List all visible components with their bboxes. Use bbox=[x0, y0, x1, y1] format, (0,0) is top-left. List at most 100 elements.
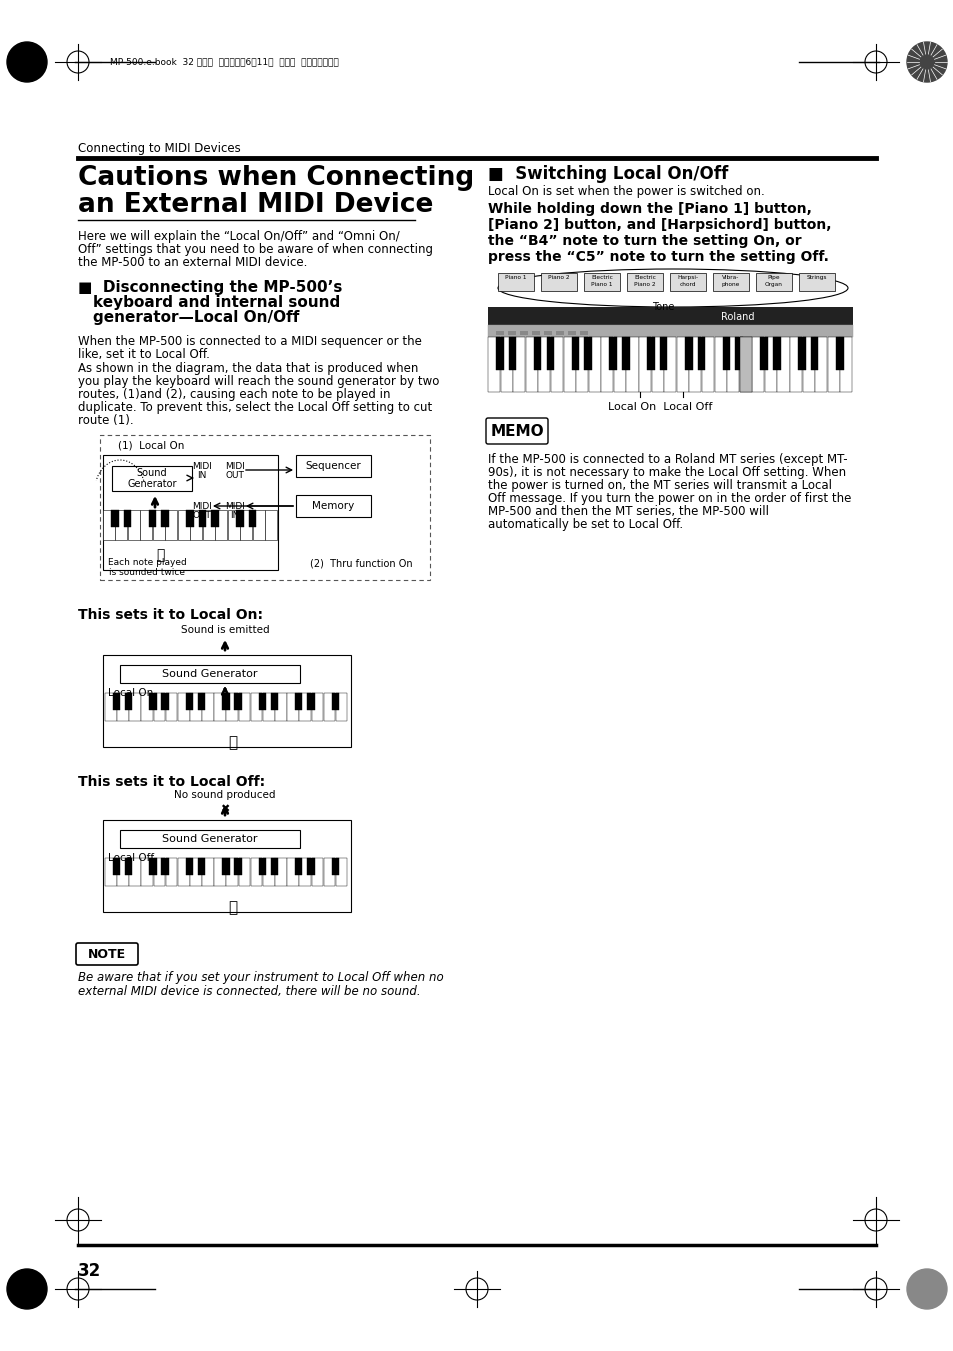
Circle shape bbox=[906, 42, 946, 82]
Text: If the MP-500 is connected to a Roland MT series (except MT-: If the MP-500 is connected to a Roland M… bbox=[488, 453, 846, 466]
Bar bbox=[500, 336, 512, 392]
Bar bbox=[263, 858, 274, 886]
Bar bbox=[550, 336, 562, 392]
Text: automatically be set to Local Off.: automatically be set to Local Off. bbox=[488, 517, 682, 531]
Text: No sound produced: No sound produced bbox=[174, 790, 275, 800]
Bar bbox=[777, 336, 789, 392]
Text: IN: IN bbox=[230, 511, 239, 520]
Text: Pipe: Pipe bbox=[767, 276, 780, 280]
Bar bbox=[105, 858, 116, 886]
Bar bbox=[177, 858, 190, 886]
Text: MIDI: MIDI bbox=[192, 503, 212, 511]
Text: ■  Disconnecting the MP-500’s: ■ Disconnecting the MP-500’s bbox=[78, 280, 342, 295]
Text: Sound Generator: Sound Generator bbox=[162, 669, 257, 680]
Text: ✖: ✖ bbox=[220, 804, 230, 815]
Bar bbox=[253, 509, 265, 540]
Bar bbox=[197, 858, 205, 875]
Text: the MP-500 to an external MIDI device.: the MP-500 to an external MIDI device. bbox=[78, 255, 307, 269]
Bar bbox=[335, 858, 347, 886]
Bar bbox=[613, 336, 625, 392]
Bar bbox=[583, 273, 619, 290]
Bar bbox=[663, 336, 676, 392]
Bar bbox=[240, 509, 253, 540]
Text: Local On is set when the power is switched on.: Local On is set when the power is switch… bbox=[488, 185, 764, 199]
Text: Vibra-: Vibra- bbox=[721, 276, 739, 280]
Bar bbox=[141, 693, 152, 721]
Circle shape bbox=[7, 42, 47, 82]
Text: Each note played: Each note played bbox=[108, 558, 186, 567]
Bar bbox=[323, 693, 335, 721]
Bar bbox=[258, 693, 266, 711]
Bar bbox=[287, 858, 298, 886]
Bar bbox=[112, 693, 120, 711]
Bar bbox=[789, 336, 801, 392]
Bar bbox=[556, 331, 563, 335]
Text: ■  Switching Local On/Off: ■ Switching Local On/Off bbox=[488, 165, 727, 182]
Bar bbox=[258, 858, 266, 875]
Bar bbox=[251, 693, 262, 721]
Bar bbox=[238, 858, 250, 886]
Bar bbox=[198, 509, 206, 527]
Bar bbox=[567, 331, 576, 335]
Text: [Piano 2] button, and [Harpsichord] button,: [Piano 2] button, and [Harpsichord] butt… bbox=[488, 218, 831, 232]
Bar bbox=[764, 336, 776, 392]
Text: phone: phone bbox=[721, 282, 740, 286]
Text: Here we will explain the “Local On/Off” and “Omni On/: Here we will explain the “Local On/Off” … bbox=[78, 230, 399, 243]
Circle shape bbox=[906, 1269, 946, 1309]
Bar bbox=[801, 336, 814, 392]
Bar bbox=[496, 336, 503, 370]
Text: 90s), it is not necessary to make the Local Off setting. When: 90s), it is not necessary to make the Lo… bbox=[488, 466, 845, 480]
Text: external MIDI device is connected, there will be no sound.: external MIDI device is connected, there… bbox=[78, 985, 420, 998]
Text: press the “C5” note to turn the setting Off.: press the “C5” note to turn the setting … bbox=[488, 250, 828, 263]
Text: chord: chord bbox=[679, 282, 696, 286]
Bar bbox=[576, 336, 588, 392]
Bar bbox=[519, 331, 527, 335]
Text: the “B4” note to turn the setting On, or: the “B4” note to turn the setting On, or bbox=[488, 234, 801, 249]
Bar bbox=[177, 693, 190, 721]
Text: OUT: OUT bbox=[193, 511, 212, 520]
Bar bbox=[626, 336, 638, 392]
Bar bbox=[153, 858, 165, 886]
Text: This sets it to Local On:: This sets it to Local On: bbox=[78, 608, 263, 621]
Text: Off message. If you turn the power on in the order of first the: Off message. If you turn the power on in… bbox=[488, 492, 850, 505]
Bar bbox=[251, 858, 262, 886]
Bar bbox=[488, 326, 852, 336]
Bar bbox=[190, 858, 201, 886]
Bar bbox=[105, 693, 116, 721]
Text: 32: 32 bbox=[78, 1262, 101, 1279]
Bar bbox=[202, 858, 213, 886]
Text: IN: IN bbox=[197, 471, 207, 480]
Bar bbox=[755, 273, 791, 290]
Bar bbox=[234, 858, 241, 875]
Text: MIDI: MIDI bbox=[225, 503, 245, 511]
Ellipse shape bbox=[497, 269, 847, 307]
Bar bbox=[152, 509, 165, 540]
Text: you play the keyboard will reach the sound generator by two: you play the keyboard will reach the sou… bbox=[78, 376, 439, 388]
Bar bbox=[271, 858, 278, 875]
FancyBboxPatch shape bbox=[76, 943, 138, 965]
Bar bbox=[323, 858, 335, 886]
Text: Sound Generator: Sound Generator bbox=[162, 834, 257, 844]
Bar bbox=[496, 331, 503, 335]
Bar bbox=[543, 331, 552, 335]
Bar bbox=[274, 858, 287, 886]
Bar bbox=[263, 693, 274, 721]
Text: Harpsi-: Harpsi- bbox=[677, 276, 698, 280]
Bar bbox=[265, 509, 277, 540]
Bar bbox=[507, 331, 516, 335]
Bar bbox=[130, 858, 141, 886]
Bar bbox=[215, 509, 227, 540]
Bar bbox=[646, 336, 654, 370]
Bar bbox=[153, 693, 165, 721]
Text: (1)  Local On: (1) Local On bbox=[118, 440, 184, 450]
Bar bbox=[532, 331, 539, 335]
Bar bbox=[211, 509, 218, 527]
Bar bbox=[120, 830, 299, 848]
Bar bbox=[571, 336, 578, 370]
Bar bbox=[294, 693, 302, 711]
Bar bbox=[488, 336, 499, 392]
Text: MEMO: MEMO bbox=[490, 423, 543, 439]
Bar bbox=[295, 494, 371, 517]
Text: NOTE: NOTE bbox=[88, 947, 126, 961]
Bar bbox=[186, 509, 193, 527]
